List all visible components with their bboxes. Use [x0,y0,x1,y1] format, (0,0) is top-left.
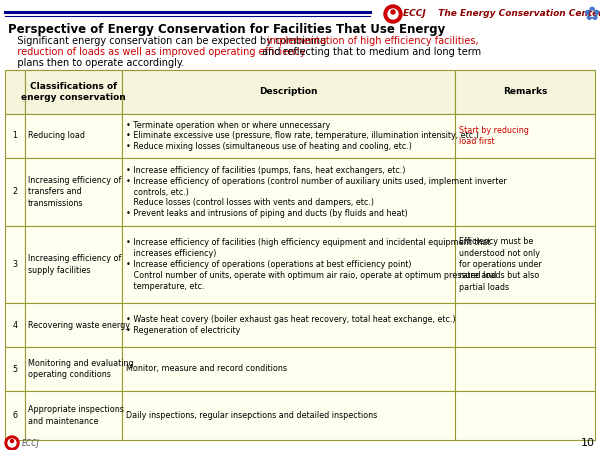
Text: • Terminate operation when or where unnecessary: • Terminate operation when or where unne… [126,121,330,130]
Text: Classifications of
energy conservation: Classifications of energy conservation [21,81,126,103]
Text: reduction of loads as well as improved operating efficiency: reduction of loads as well as improved o… [8,47,305,57]
Text: 1: 1 [13,131,17,140]
Circle shape [5,436,19,450]
Text: • Prevent leaks and intrusions of piping and ducts (by fluids and heat): • Prevent leaks and intrusions of piping… [126,209,408,218]
Bar [455,70,595,114]
Bar [455,158,595,226]
Text: Reducing load: Reducing load [28,131,85,140]
Bar [122,391,455,440]
Bar [122,70,455,114]
Bar [25,347,122,391]
Bar [455,347,595,391]
Text: 10: 10 [581,438,595,448]
Bar [455,114,595,158]
Text: Daily inspections, regular insepctions and detailed inspections: Daily inspections, regular insepctions a… [126,411,377,420]
Text: • Reduce mixing losses (simultaneous use of heating and cooling, etc.): • Reduce mixing losses (simultaneous use… [126,142,412,151]
Bar [25,391,122,440]
Bar [455,226,595,303]
Text: 4: 4 [13,320,17,329]
Text: Start by reducing
load first: Start by reducing load first [459,126,529,146]
Text: Remarks: Remarks [503,87,547,96]
Bar [122,347,455,391]
Bar [5,347,25,391]
Text: implementation of high efficiency facilities,: implementation of high efficiency facili… [267,36,479,46]
Bar [25,226,122,303]
Circle shape [11,440,14,442]
Bar [5,303,25,347]
Bar [5,70,25,114]
Circle shape [391,10,395,14]
Text: 6: 6 [13,411,17,420]
Bar [25,158,122,226]
Text: Recovering waste energy: Recovering waste energy [28,320,130,329]
Text: Monitoring and evaluating
operating conditions: Monitoring and evaluating operating cond… [28,359,134,379]
Bar [5,158,25,226]
Text: • Increase efficiency of facilities (high efficiency equipment and incidental eq: • Increase efficiency of facilities (hig… [126,238,491,247]
Bar [455,303,595,347]
Text: • Regeneration of electricity: • Regeneration of electricity [126,326,241,335]
Text: • Increase efficiency of operations (operations at best efficiency point): • Increase efficiency of operations (ope… [126,260,412,269]
Bar [122,158,455,226]
Text: 5: 5 [13,364,17,373]
Text: • Waste heat covery (boiler exhaust gas heat recovery, total heat exchange, etc.: • Waste heat covery (boiler exhaust gas … [126,315,455,324]
Bar [122,226,455,303]
Bar [25,303,122,347]
Text: 3: 3 [13,260,17,269]
Text: Monitor, measure and record conditions: Monitor, measure and record conditions [126,364,287,373]
Text: Description: Description [259,87,318,96]
Bar [122,114,455,158]
Circle shape [8,439,16,447]
Text: temperature, etc.: temperature, etc. [126,282,205,291]
Bar [5,226,25,303]
Bar [455,391,595,440]
Bar [25,70,122,114]
Text: ECCJ: ECCJ [22,438,40,447]
Text: Control number of units, operate with optimum air raio, operate at optimum press: Control number of units, operate with op… [126,271,496,280]
Text: Increasing efficiency of
transfers and
transmissions: Increasing efficiency of transfers and t… [28,176,121,208]
Text: ✿: ✿ [584,4,600,23]
Bar [5,391,25,440]
Text: • Eliminate excessive use (pressure, flow rate, temperature, illumination intens: • Eliminate excessive use (pressure, flo… [126,131,479,140]
Text: Increasing efficiency of
supply facilities: Increasing efficiency of supply faciliti… [28,254,121,274]
Text: and reflecting that to medium and long term: and reflecting that to medium and long t… [259,47,481,57]
Text: ECCJ    The Energy Conservation Center Japan: ECCJ The Energy Conservation Center Japa… [403,9,600,18]
Text: Reduce losses (control losses with vents and dampers, etc.): Reduce losses (control losses with vents… [126,198,374,207]
Circle shape [384,5,402,23]
Text: increases efficiency): increases efficiency) [126,249,217,258]
Text: • Increase efficiency of facilities (pumps, fans, heat exchangers, etc.): • Increase efficiency of facilities (pum… [126,166,406,175]
Text: Efficiency must be
understood not only
for operations under
rated loads but also: Efficiency must be understood not only f… [459,237,542,292]
Text: Significant energy conservation can be expected by combining: Significant energy conservation can be e… [8,36,329,46]
Text: plans then to operate accordingly.: plans then to operate accordingly. [8,58,184,68]
Bar [122,303,455,347]
Text: Appropriate inspections
and maintenance: Appropriate inspections and maintenance [28,405,124,426]
Text: 2: 2 [13,188,17,197]
Text: Perspective of Energy Conservation for Facilities That Use Energy: Perspective of Energy Conservation for F… [8,23,445,36]
Text: • Increase efficiency of operations (control number of auxiliary units used, imp: • Increase efficiency of operations (con… [126,176,507,185]
Bar [25,114,122,158]
Text: controls, etc.): controls, etc.) [126,188,189,197]
Bar [5,114,25,158]
Circle shape [388,9,398,19]
